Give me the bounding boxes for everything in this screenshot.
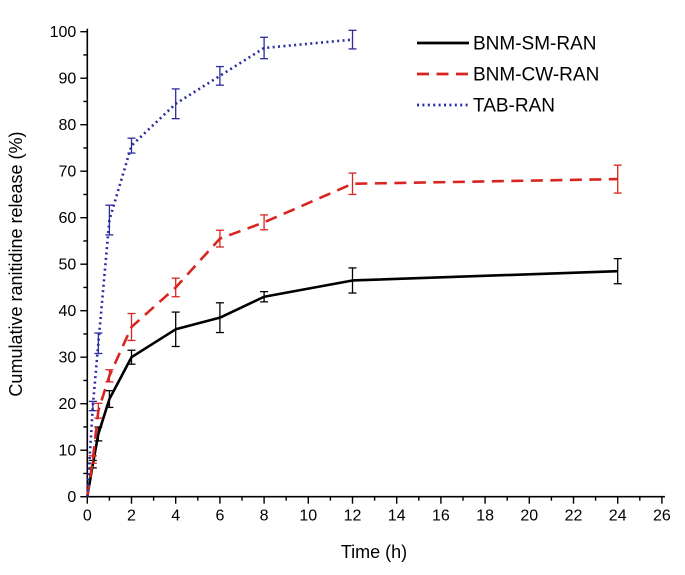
data-line	[86, 177, 618, 497]
x-tick-label: 20	[520, 508, 538, 525]
legend-label: BNM-SM-RAN	[473, 34, 597, 55]
x-tick-label: 26	[653, 508, 671, 525]
chart-axes: 0 2 4 6 8 10 12 14 16 18 20 22 24 2601020304050607080…	[50, 24, 671, 525]
y-tick-label: 80	[59, 117, 77, 134]
data-line	[86, 269, 618, 497]
y-tick-label: 90	[59, 71, 77, 88]
y-tick-label: 60	[59, 210, 77, 227]
x-tick-label: 6	[215, 508, 224, 525]
y-tick-label: 40	[59, 303, 77, 320]
x-tick-label: 16	[432, 508, 450, 525]
y-tick-label: 70	[59, 164, 77, 181]
y-tick-label: 10	[59, 443, 77, 460]
x-tick-label: 10	[299, 508, 317, 525]
chart-series	[86, 29, 622, 497]
series-BNM-SM-RAN	[86, 257, 622, 497]
data-line	[86, 38, 353, 497]
x-tick-label: 18	[476, 508, 494, 525]
legend-label: BNM-CW-RAN	[473, 65, 599, 86]
x-tick-label: 14	[388, 508, 406, 525]
y-tick-label: 30	[59, 350, 77, 367]
x-tick-label: 22	[565, 508, 583, 525]
series-BNM-CW-RAN	[86, 164, 622, 497]
series-TAB-RAN	[86, 29, 357, 497]
y-tick-label: 0	[67, 489, 76, 506]
legend-item-BNM-SM-RAN: BNM-SM-RAN	[417, 34, 597, 55]
legend-item-TAB-RAN: TAB-RAN	[417, 96, 555, 117]
x-tick-label: 24	[609, 508, 627, 525]
y-axis-title: Cumulative ranitidine release (%)	[6, 131, 26, 396]
x-tick-label: 8	[260, 508, 269, 525]
x-tick-label: 12	[344, 508, 362, 525]
y-tick-label: 20	[59, 396, 77, 413]
x-tick-label: 4	[171, 508, 180, 525]
legend-label: TAB-RAN	[473, 96, 555, 117]
x-tick-label: 0	[83, 508, 92, 525]
chart-legend: BNM-SM-RAN BNM-CW-RAN TAB-RAN	[417, 34, 599, 117]
x-tick-label: 2	[127, 508, 136, 525]
legend-item-BNM-CW-RAN: BNM-CW-RAN	[417, 65, 599, 86]
y-tick-label: 50	[59, 257, 77, 274]
x-axis-title: Time (h)	[341, 542, 407, 562]
y-tick-label: 100	[50, 24, 77, 41]
